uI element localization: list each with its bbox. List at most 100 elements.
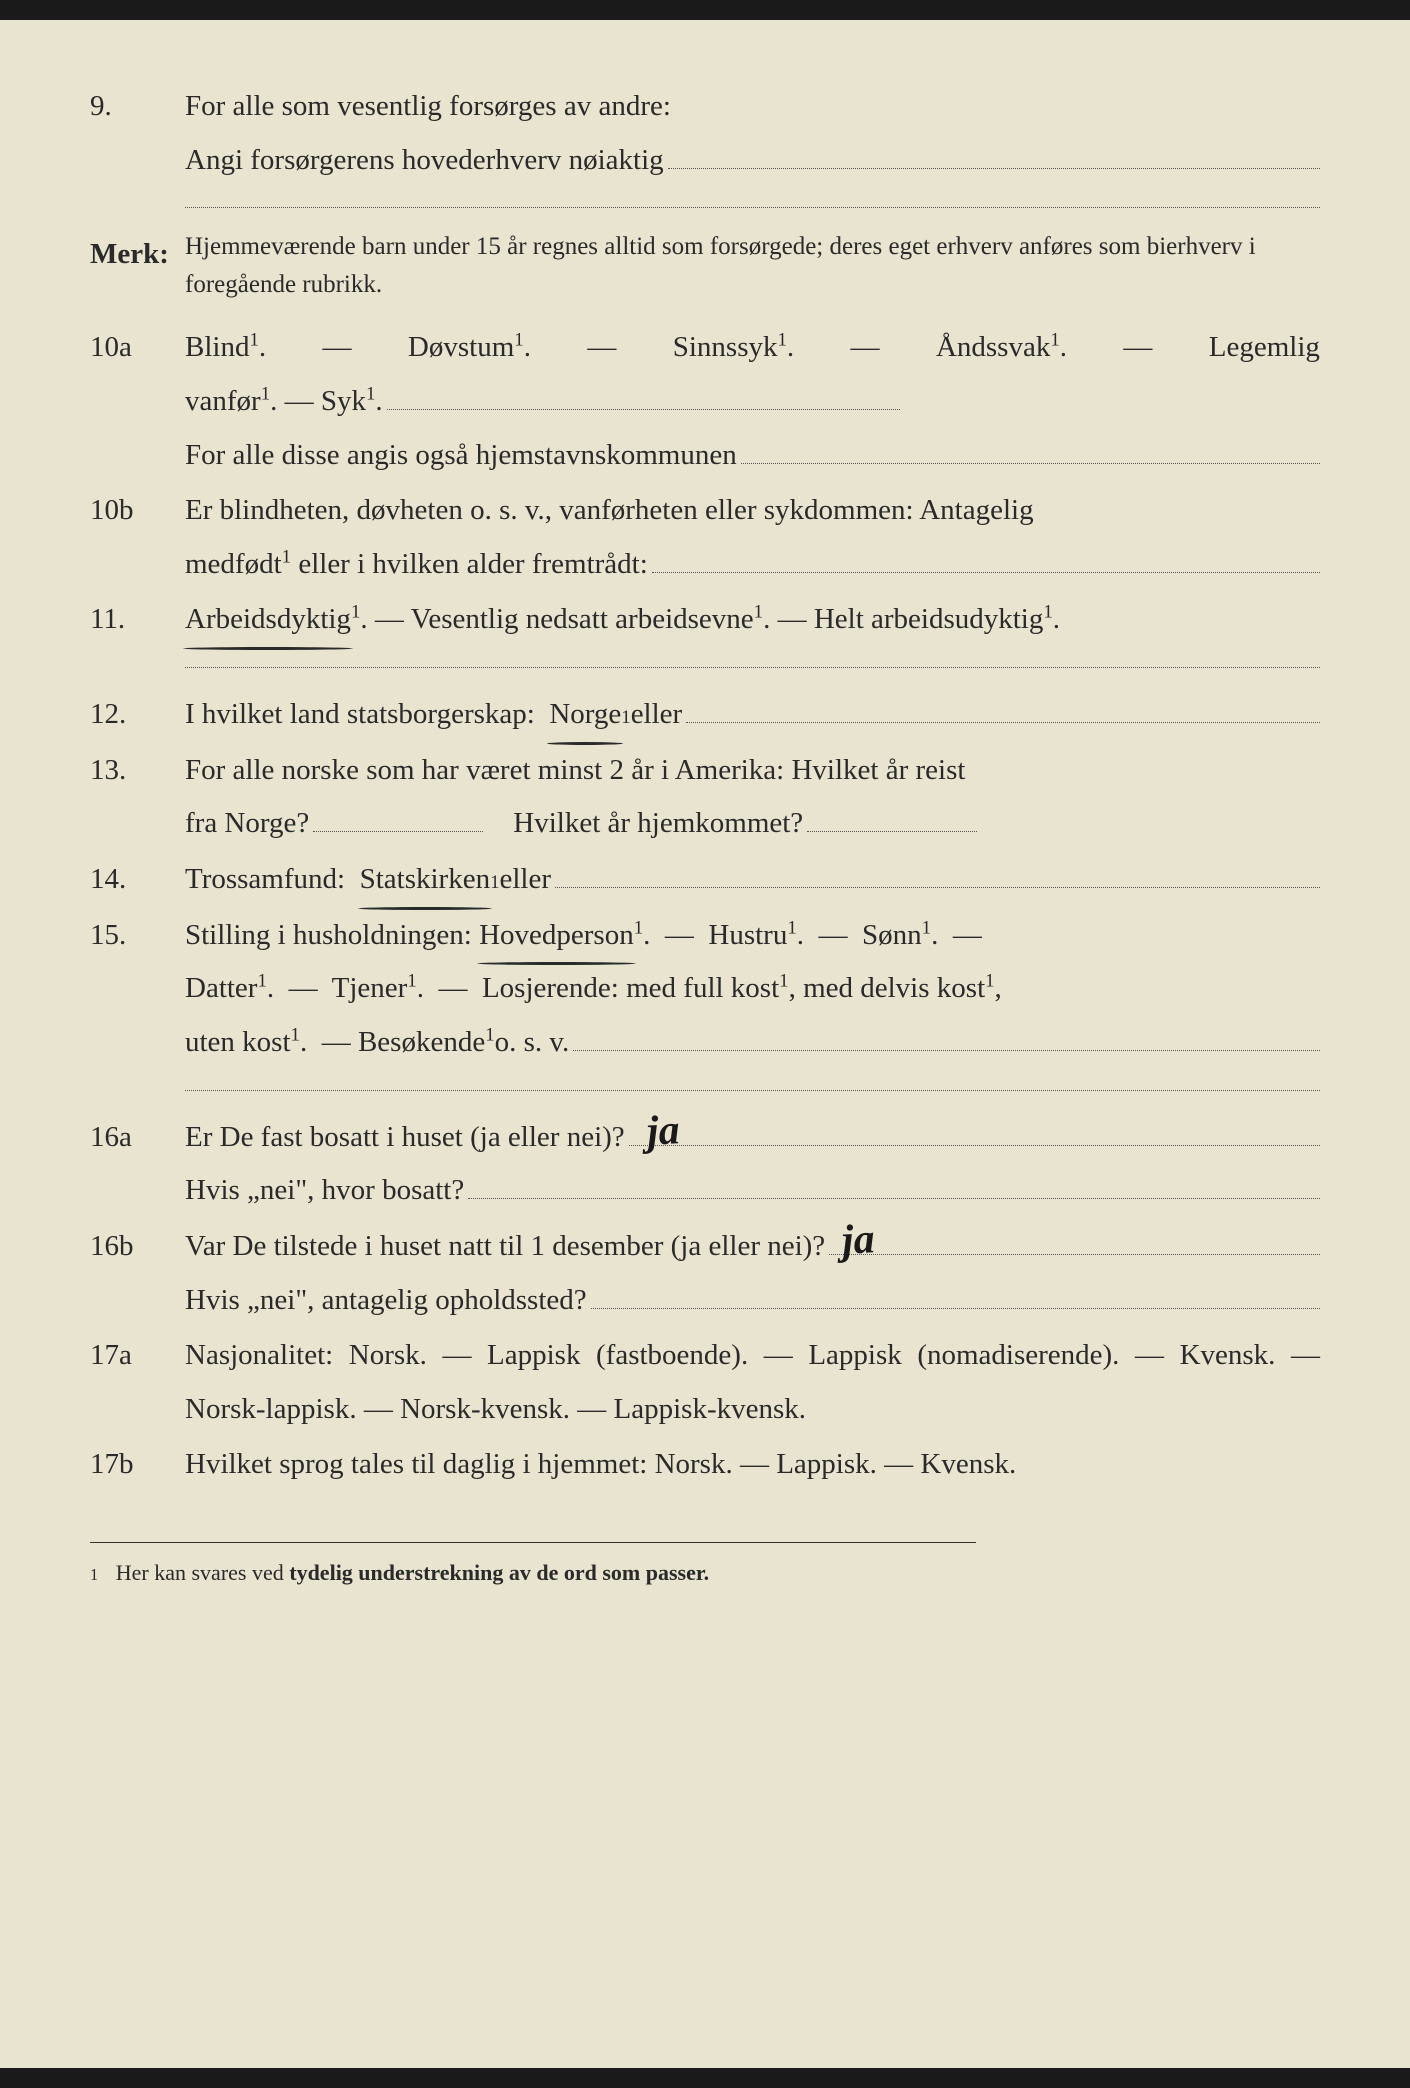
question-number: 17b: [90, 1438, 185, 1492]
option[interactable]: Helt arbeidsudyktig1: [814, 603, 1053, 635]
question-content: Er blindheten, døvheten o. s. v., vanfør…: [185, 484, 1320, 591]
question-number: 11.: [90, 593, 185, 647]
blank-line[interactable]: [652, 538, 1320, 573]
option[interactable]: Legemlig: [1209, 321, 1320, 375]
question-12: 12. I hvilket land statsborgerskap: Norg…: [90, 688, 1320, 742]
blank-line[interactable]: [591, 1274, 1320, 1309]
footnote-number: 1: [90, 1565, 98, 1584]
fill-line: medfødt1 eller i hvilken alder fremtrådt…: [185, 538, 1320, 592]
question-content: Trossamfund: Statskirken1 eller: [185, 853, 1320, 907]
text-prompt: medfødt1 eller i hvilken alder fremtrådt…: [185, 538, 648, 592]
option[interactable]: Tjener1: [332, 972, 417, 1004]
fill-line: fra Norge? Hvilket år hjemkommet?: [185, 797, 1320, 851]
text-prompt: For alle disse angis også hjemstavnskomm…: [185, 429, 737, 483]
option[interactable]: Sønn1: [862, 919, 931, 951]
option-selected[interactable]: Statskirken: [360, 853, 491, 907]
text-prompt: fra Norge?: [185, 797, 309, 851]
blank-line[interactable]: ja: [829, 1220, 1320, 1255]
option[interactable]: Hustru1: [708, 919, 796, 951]
option-line: vanfør1. — Syk1.: [185, 375, 1320, 429]
text-prompt: Hvis „nei", antagelig opholdssted?: [185, 1274, 587, 1328]
text-line: For alle som vesentlig forsørges av andr…: [185, 80, 1320, 134]
blank-line[interactable]: [686, 688, 1320, 723]
question-10b: 10b Er blindheten, døvheten o. s. v., va…: [90, 484, 1320, 591]
question-content: For alle som vesentlig forsørges av andr…: [185, 80, 1320, 187]
option[interactable]: Døvstum1.: [408, 321, 531, 375]
blank-line[interactable]: [387, 375, 900, 410]
divider: [185, 207, 1320, 208]
text-prompt: Angi forsørgerens hovederhverv nøiaktig: [185, 134, 664, 188]
text-prompt: Stilling i husholdningen:: [185, 919, 479, 951]
option[interactable]: Besøkende1: [358, 1016, 495, 1070]
question-14: 14. Trossamfund: Statskirken1 eller: [90, 853, 1320, 907]
question-13: 13. For alle norske som har været minst …: [90, 744, 1320, 851]
question-content: Var De tilstede i huset natt til 1 desem…: [185, 1220, 1320, 1327]
question-11: 11. Arbeidsdyktig1. — Vesentlig nedsatt …: [90, 593, 1320, 647]
question-number: 12.: [90, 688, 185, 742]
blank-line[interactable]: [668, 134, 1320, 169]
text-line: For alle norske som har været minst 2 år…: [185, 744, 1320, 798]
option-line: Blind1. — Døvstum1. — Sinnssyk1. — Åndss…: [185, 321, 1320, 375]
fill-line: Er De fast bosatt i huset (ja eller nei)…: [185, 1111, 1320, 1165]
text-prompt: Hvilket år hjemkommet?: [513, 797, 803, 851]
text-prompt: Hvis „nei", hvor bosatt?: [185, 1164, 464, 1218]
question-number: 13.: [90, 744, 185, 851]
footnote-text: Her kan svares ved: [116, 1560, 290, 1585]
option[interactable]: Datter1: [185, 972, 267, 1004]
divider: [185, 667, 1320, 668]
option[interactable]: Blind1.: [185, 321, 266, 375]
blank-line[interactable]: [555, 853, 1320, 888]
divider: [185, 1090, 1320, 1091]
question-number: 9.: [90, 80, 185, 187]
question-number: 17a: [90, 1329, 185, 1436]
text-line: Er blindheten, døvheten o. s. v., vanfør…: [185, 484, 1320, 538]
option-line: uten kost1. — Besøkende1 o. s. v.: [185, 1016, 1320, 1070]
question-10a: 10a Blind1. — Døvstum1. — Sinnssyk1. — Å…: [90, 321, 1320, 482]
option[interactable]: Vesentlig nedsatt arbeidsevne1: [411, 603, 763, 635]
merk-label: Merk:: [90, 228, 185, 303]
blank-line[interactable]: [313, 798, 483, 833]
fill-line: Var De tilstede i huset natt til 1 desem…: [185, 1220, 1320, 1274]
question-content: I hvilket land statsborgerskap: Norge1 e…: [185, 688, 1320, 742]
question-number: 14.: [90, 853, 185, 907]
text-prompt: Trossamfund:: [185, 853, 345, 907]
handwritten-answer: ja: [645, 1092, 682, 1171]
question-content: Hvilket sprog tales til daglig i hjemmet…: [185, 1438, 1320, 1492]
blank-line[interactable]: [573, 1016, 1320, 1051]
option[interactable]: uten kost1: [185, 1016, 300, 1070]
handwritten-answer: ja: [840, 1201, 877, 1280]
text-part: eller: [500, 853, 552, 907]
question-number: 10b: [90, 484, 185, 591]
option-selected[interactable]: Hovedperson: [479, 909, 634, 963]
blank-line[interactable]: [468, 1164, 1320, 1199]
blank-line[interactable]: [741, 429, 1320, 464]
option-selected[interactable]: Norge: [549, 688, 621, 742]
footnote: 1 Her kan svares ved tydelig understrekn…: [90, 1542, 976, 1594]
text-prompt: Er De fast bosatt i huset (ja eller nei)…: [185, 1111, 625, 1165]
option[interactable]: Losjerende: med full kost1: [482, 972, 789, 1004]
question-content: Arbeidsdyktig1. — Vesentlig nedsatt arbe…: [185, 593, 1320, 647]
merk-note: Merk: Hjemmeværende barn under 15 år reg…: [90, 228, 1320, 303]
question-content: Er De fast bosatt i huset (ja eller nei)…: [185, 1111, 1320, 1218]
text-part: eller: [631, 688, 683, 742]
question-content: For alle norske som har været minst 2 år…: [185, 744, 1320, 851]
question-number: 15.: [90, 909, 185, 1070]
question-number: 16a: [90, 1111, 185, 1218]
question-16a: 16a Er De fast bosatt i huset (ja eller …: [90, 1111, 1320, 1218]
fill-line: Angi forsørgerens hovederhverv nøiaktig: [185, 134, 1320, 188]
question-content: Blind1. — Døvstum1. — Sinnssyk1. — Åndss…: [185, 321, 1320, 482]
option-line: Stilling i husholdningen: Hovedperson1. …: [185, 909, 1320, 963]
blank-line[interactable]: ja: [629, 1111, 1320, 1146]
merk-text: Hjemmeværende barn under 15 år regnes al…: [185, 228, 1320, 303]
question-number: 16b: [90, 1220, 185, 1327]
option[interactable]: Sinnssyk1.: [673, 321, 794, 375]
question-content: Nasjonalitet: Norsk. — Lappisk (fastboen…: [185, 1329, 1320, 1436]
fill-line: Hvis „nei", hvor bosatt?: [185, 1164, 1320, 1218]
blank-line[interactable]: [807, 798, 977, 833]
fill-line: For alle disse angis også hjemstavnskomm…: [185, 429, 1320, 483]
census-form-page: 9. For alle som vesentlig forsørges av a…: [0, 20, 1410, 2068]
fill-line: Hvis „nei", antagelig opholdssted?: [185, 1274, 1320, 1328]
option-selected[interactable]: Arbeidsdyktig: [185, 593, 351, 647]
option[interactable]: vanfør1. — Syk1.: [185, 375, 383, 429]
option[interactable]: Åndssvak1.: [936, 321, 1067, 375]
